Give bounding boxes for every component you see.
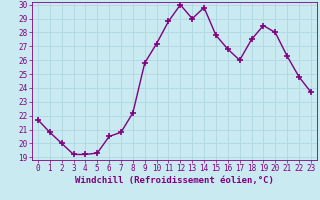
X-axis label: Windchill (Refroidissement éolien,°C): Windchill (Refroidissement éolien,°C) xyxy=(75,176,274,185)
